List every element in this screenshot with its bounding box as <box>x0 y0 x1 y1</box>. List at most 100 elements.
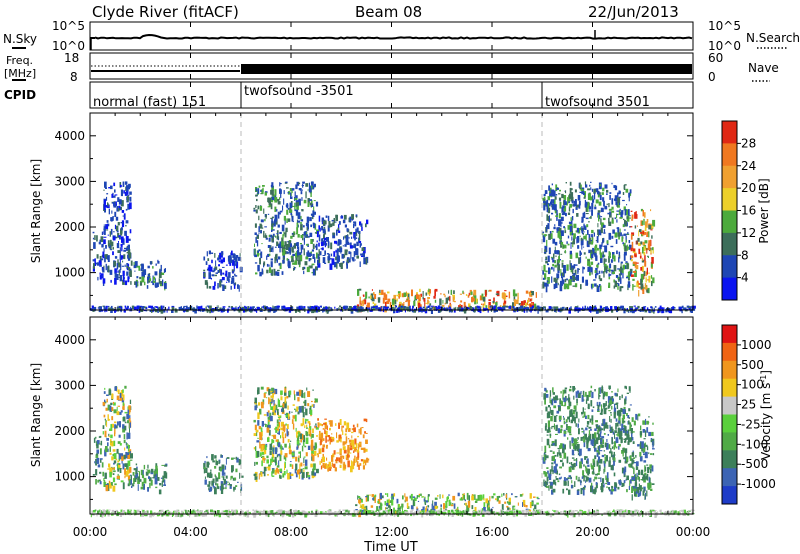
echo-cell <box>113 201 116 203</box>
echo-cell <box>255 209 258 214</box>
echo-cell <box>627 441 630 445</box>
echo-cell <box>150 305 154 309</box>
echo-cell <box>259 257 261 265</box>
echo-cell <box>262 458 266 460</box>
echo-cell <box>575 475 578 480</box>
echo-cell <box>621 485 624 487</box>
echo-cell <box>314 305 316 310</box>
echo-cell <box>126 185 129 192</box>
echo-cell <box>292 205 295 207</box>
echo-cell <box>106 255 109 260</box>
echo-cell <box>549 469 552 475</box>
echo-cell <box>614 232 618 238</box>
echo-cell <box>214 274 217 277</box>
echo-cell <box>626 209 629 215</box>
echo-cell <box>669 309 673 314</box>
echo-cell <box>265 233 267 237</box>
echo-cell <box>400 506 402 510</box>
echo-cell <box>328 221 331 228</box>
echo-cell <box>95 436 97 439</box>
echo-cell <box>452 296 455 302</box>
echo-cell <box>368 296 370 299</box>
echo-cell <box>133 262 135 267</box>
echo-cell <box>531 305 534 309</box>
echo-cell <box>113 182 116 187</box>
echo-cell <box>313 183 316 187</box>
echo-cell <box>126 413 129 420</box>
echo-cell <box>118 411 121 414</box>
echo-cell <box>295 209 299 216</box>
echo-cell <box>566 398 569 401</box>
echo-cell <box>211 259 213 264</box>
echo-cell <box>302 306 305 308</box>
echo-cell <box>543 471 546 475</box>
echo-cell <box>154 306 158 308</box>
echo-cell <box>577 423 579 428</box>
echo-cell <box>374 494 377 498</box>
echo-cell <box>624 245 627 252</box>
echo-cell <box>560 459 563 463</box>
echo-cell <box>598 284 601 288</box>
echo-cell <box>615 403 618 405</box>
echo-cell <box>644 212 646 218</box>
echo-cell <box>536 496 539 499</box>
echo-cell <box>599 278 603 282</box>
echo-cell <box>124 421 127 424</box>
echo-cell <box>568 193 572 199</box>
echo-cell <box>255 188 258 192</box>
echo-cell <box>579 188 582 190</box>
echo-cell <box>614 441 616 448</box>
echo-cell <box>617 232 621 237</box>
echo-cell <box>121 244 123 252</box>
echo-cell <box>448 309 452 312</box>
echo-cell <box>335 423 337 426</box>
echo-cell <box>220 269 222 275</box>
echo-cell <box>267 410 270 413</box>
echo-cell <box>585 217 589 220</box>
echo-cell <box>563 389 567 394</box>
echo-cell <box>253 306 255 308</box>
echo-cell <box>556 307 559 310</box>
colorbar-tick-label: 16 <box>741 204 756 218</box>
echo-cell <box>328 306 331 309</box>
echo-cell <box>629 226 631 228</box>
echo-cell <box>584 308 587 310</box>
echo-cell <box>583 211 586 217</box>
echo-cell <box>585 184 588 188</box>
echo-cell <box>578 418 580 423</box>
echo-cell <box>130 475 132 481</box>
echo-cell <box>595 248 597 254</box>
echo-cell <box>219 252 222 260</box>
echo-cell <box>208 462 210 465</box>
echo-cell <box>486 502 490 508</box>
echo-cell <box>549 435 552 438</box>
echo-cell <box>193 307 195 312</box>
echo-cell <box>312 468 315 474</box>
echo-cell <box>626 309 629 312</box>
echo-cell <box>108 480 111 485</box>
echo-cell <box>95 479 97 485</box>
echo-cell <box>569 226 572 232</box>
echo-cell <box>300 224 303 231</box>
echo-cell <box>273 445 275 449</box>
echo-cell <box>647 255 649 258</box>
echo-cell <box>220 308 224 313</box>
echo-cell <box>440 293 442 295</box>
echo-cell <box>207 484 211 487</box>
echo-cell <box>260 219 264 223</box>
echo-cell <box>558 219 561 226</box>
echo-cell <box>608 221 612 226</box>
echo-cell <box>280 191 282 198</box>
echo-cell <box>643 443 646 450</box>
beam-title: Beam 08 <box>355 3 422 21</box>
echo-cell <box>116 448 119 454</box>
echo-cell <box>614 392 617 396</box>
echo-cell <box>432 505 436 512</box>
echo-cell <box>596 452 599 457</box>
echo-cell <box>103 265 105 269</box>
echo-cell <box>348 452 352 454</box>
echo-cell <box>310 185 313 190</box>
echo-cell <box>423 498 425 502</box>
echo-cell <box>303 248 305 256</box>
echo-cell <box>651 465 654 472</box>
